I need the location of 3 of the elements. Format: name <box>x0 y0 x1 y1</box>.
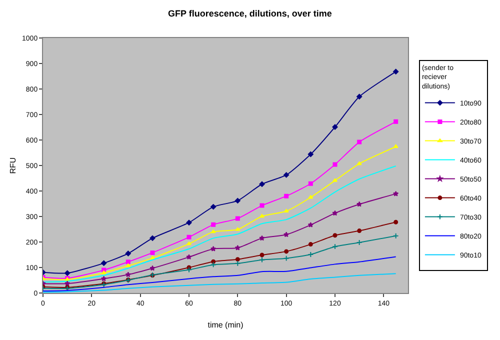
chart-title: GFP fluorescence, dilutions, over time <box>168 8 332 18</box>
y-axis-title: RFU <box>8 157 18 174</box>
x-axis-title: time (min) <box>208 320 244 330</box>
